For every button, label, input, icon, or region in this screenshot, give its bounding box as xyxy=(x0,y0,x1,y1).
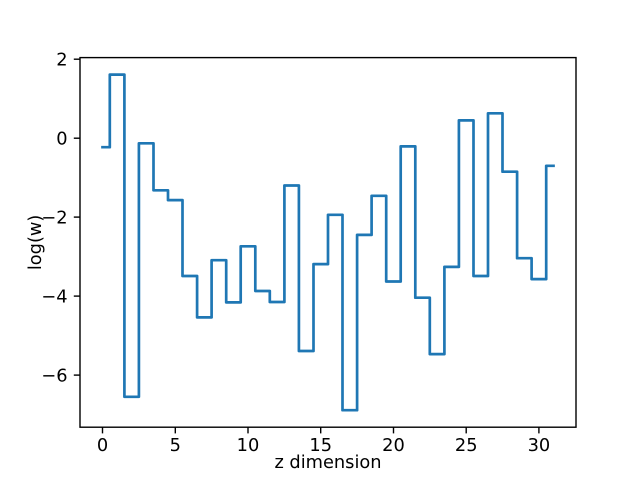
x-tick-label: 25 xyxy=(455,435,478,456)
x-axis-label: z dimension xyxy=(274,452,381,473)
step-line xyxy=(101,73,555,412)
x-tick-label: 15 xyxy=(309,435,332,456)
x-tick-label: 20 xyxy=(382,435,405,456)
y-tick-label: 0 xyxy=(56,129,67,150)
x-tick-label: 30 xyxy=(528,435,551,456)
y-axis-label: log(w) xyxy=(25,215,46,271)
y-tick-label: −2 xyxy=(41,208,67,229)
x-tick-label: 0 xyxy=(97,435,108,456)
y-tick-label: −4 xyxy=(41,287,67,308)
y-tick-label: 2 xyxy=(56,50,67,71)
x-tick-label: 10 xyxy=(237,435,260,456)
x-tick-label: 5 xyxy=(170,435,181,456)
y-tick-label: −6 xyxy=(41,366,67,387)
plot-border xyxy=(79,56,577,428)
